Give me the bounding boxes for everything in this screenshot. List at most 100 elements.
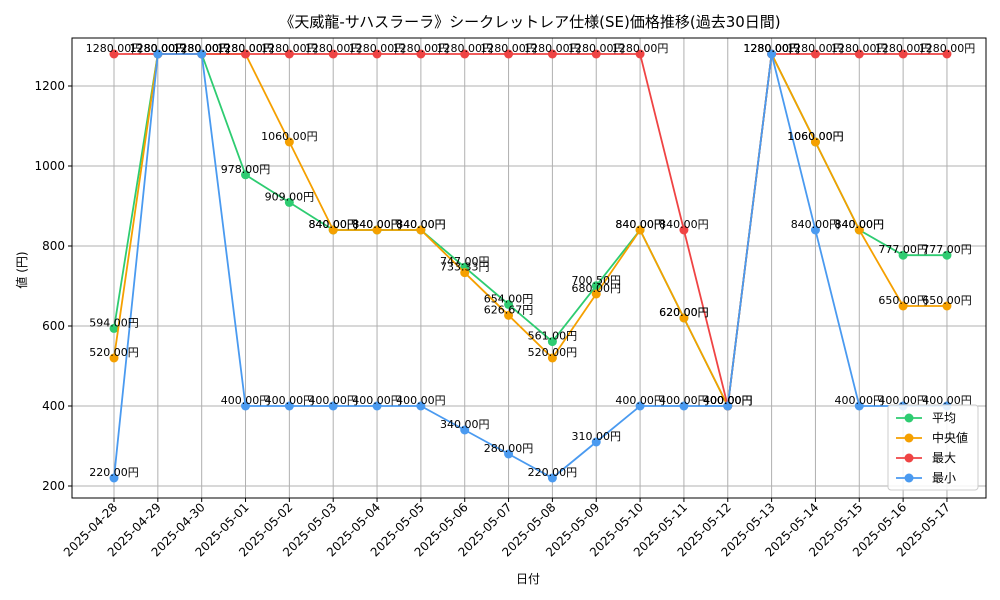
data-label: 840.00円 xyxy=(615,218,665,231)
data-label: 909.00円 xyxy=(265,190,315,203)
data-point xyxy=(942,301,952,311)
data-label: 733.33円 xyxy=(440,261,490,274)
data-label: 594.00円 xyxy=(89,316,139,329)
data-point xyxy=(241,401,251,411)
data-point xyxy=(504,299,514,309)
data-point xyxy=(284,197,294,207)
y-axis: 200 400 600 800 1000 1200 xyxy=(34,79,72,493)
data-point xyxy=(504,449,514,459)
data-point xyxy=(591,437,601,447)
data-label: 400.00円 xyxy=(835,394,885,407)
data-point xyxy=(284,49,294,59)
data-label: 561.00円 xyxy=(528,330,578,343)
data-point xyxy=(942,49,952,59)
data-point xyxy=(109,473,119,483)
data-point xyxy=(854,401,864,411)
data-label: 400.00円 xyxy=(878,394,928,407)
data-label: 1280.00円 xyxy=(130,42,187,55)
data-point xyxy=(460,49,470,59)
data-point xyxy=(284,137,294,147)
data-label: 654.00円 xyxy=(484,292,534,305)
data-point xyxy=(635,225,645,235)
data-label: 1060.00円 xyxy=(787,130,844,143)
data-point xyxy=(197,49,207,59)
data-label: 840.00円 xyxy=(659,218,709,231)
data-label: 520.00円 xyxy=(89,346,139,359)
data-point xyxy=(416,49,426,59)
data-point xyxy=(679,313,689,323)
data-label: 840.00円 xyxy=(308,218,358,231)
legend-marker xyxy=(904,453,914,463)
data-point xyxy=(547,473,557,483)
data-label: 1280.00円 xyxy=(743,42,800,55)
legend-box xyxy=(887,404,979,491)
data-label: 840.00円 xyxy=(615,218,665,231)
data-label: 1280.00円 xyxy=(86,42,143,55)
data-point xyxy=(942,250,952,260)
y-tick-label: 1000 xyxy=(34,159,65,173)
y-tick-label: 400 xyxy=(42,399,65,413)
y-tick-label: 800 xyxy=(42,239,65,253)
data-point xyxy=(635,49,645,59)
data-label: 1280.00円 xyxy=(173,42,230,55)
data-label: 1280.00円 xyxy=(743,42,800,55)
data-point xyxy=(328,401,338,411)
data-label: 400.00円 xyxy=(703,394,753,407)
x-axis: 2025-04-282025-04-292025-04-302025-05-01… xyxy=(61,498,953,559)
data-label: 700.50円 xyxy=(571,274,621,287)
data-label: 1280.00円 xyxy=(568,42,625,55)
data-label: 1280.00円 xyxy=(743,42,800,55)
data-label: 840.00円 xyxy=(352,218,402,231)
x-axis-title: 日付 xyxy=(516,572,540,586)
data-label: 1280.00円 xyxy=(173,42,230,55)
legend-marker xyxy=(904,433,914,443)
legend-marker xyxy=(904,413,914,423)
data-point xyxy=(898,49,908,59)
data-label: 400.00円 xyxy=(703,394,753,407)
data-point xyxy=(416,401,426,411)
data-point xyxy=(504,49,514,59)
data-point xyxy=(679,225,689,235)
data-point xyxy=(547,337,557,347)
data-label: 840.00円 xyxy=(835,218,885,231)
data-point xyxy=(898,301,908,311)
data-point xyxy=(591,49,601,59)
data-label: 978.00円 xyxy=(221,163,271,176)
series-line xyxy=(113,50,947,410)
data-label: 1280.00円 xyxy=(261,42,318,55)
data-label: 1280.00円 xyxy=(743,42,800,55)
data-point xyxy=(504,310,514,320)
data-point xyxy=(854,225,864,235)
data-point xyxy=(109,49,119,59)
data-label: 1280.00円 xyxy=(480,42,537,55)
data-label: 400.00円 xyxy=(221,394,271,407)
data-label: 280.00円 xyxy=(484,442,534,455)
data-label: 747.00円 xyxy=(440,255,490,268)
data-label: 1280.00円 xyxy=(612,42,669,55)
data-point xyxy=(372,401,382,411)
data-label: 1280.00円 xyxy=(173,42,230,55)
data-label: 1280.00円 xyxy=(787,42,844,55)
data-label: 840.00円 xyxy=(308,218,358,231)
data-label: 310.00円 xyxy=(571,430,621,443)
data-label: 1280.00円 xyxy=(349,42,406,55)
data-label: 1280.00円 xyxy=(919,42,976,55)
data-label: 400.00円 xyxy=(396,394,446,407)
series-line xyxy=(114,53,947,407)
series-line xyxy=(113,53,947,480)
data-point xyxy=(635,401,645,411)
data-label: 1280.00円 xyxy=(173,42,230,55)
data-label: 1280.00円 xyxy=(130,42,187,55)
data-point xyxy=(328,225,338,235)
data-point xyxy=(547,49,557,59)
data-label: 777.00円 xyxy=(878,243,928,256)
data-point xyxy=(372,225,382,235)
data-label: 400.00円 xyxy=(265,394,315,407)
data-label: 1280.00円 xyxy=(217,42,274,55)
plot-frame xyxy=(71,37,987,499)
data-label: 840.00円 xyxy=(835,218,885,231)
data-label: 1280.00円 xyxy=(875,42,932,55)
y-tick-label: 1200 xyxy=(34,79,65,93)
